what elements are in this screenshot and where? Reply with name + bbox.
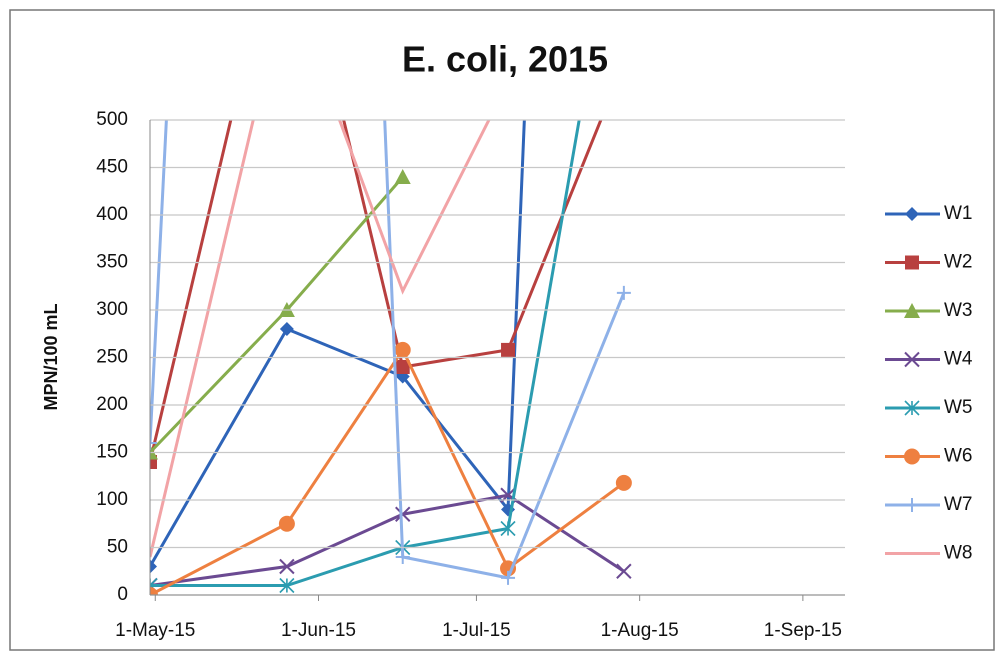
marker: [501, 342, 516, 357]
legend-label: W1: [944, 203, 973, 224]
marker: [150, 436, 157, 450]
plot-area: [150, 120, 632, 595]
y-tick-label: 250: [96, 347, 128, 368]
legend-label: W2: [944, 252, 973, 273]
marker: [500, 520, 516, 537]
y-tick-label: 200: [96, 394, 128, 415]
marker: [395, 550, 410, 564]
marker: [279, 322, 294, 336]
x-tick-label: 1-Jun-15: [281, 620, 356, 641]
marker: [150, 559, 157, 574]
marker: [394, 169, 411, 184]
y-tick-label: 350: [96, 252, 128, 273]
y-tick-label: 0: [117, 584, 128, 605]
x-tick-label: 1-Aug-15: [601, 620, 679, 641]
series-line: [150, 120, 491, 558]
marker: [150, 587, 158, 595]
y-tick-label: 450: [96, 157, 128, 178]
legend-label: W6: [944, 446, 973, 467]
marker: [394, 341, 411, 358]
marker: [279, 558, 295, 575]
legend-marker: [904, 400, 920, 416]
legend-label: W4: [944, 349, 973, 370]
marker: [279, 577, 295, 594]
marker: [501, 570, 516, 585]
legend-label: W5: [944, 397, 973, 418]
marker: [395, 360, 410, 374]
y-tick-label: 300: [96, 299, 128, 320]
chart-title: E. coli, 2015: [402, 39, 608, 80]
marker: [616, 285, 631, 300]
legend-marker: [904, 351, 920, 368]
x-tick-label: 1-Jul-15: [442, 620, 511, 641]
x-tick-label: 1-Sep-15: [764, 620, 842, 641]
legend-marker: [904, 448, 920, 465]
legend-label: W7: [944, 494, 973, 515]
y-tick-label: 100: [96, 489, 128, 510]
legend-marker: [905, 255, 919, 270]
marker: [395, 506, 411, 522]
marker: [150, 455, 157, 469]
chart-border: [9, 9, 995, 651]
marker: [278, 515, 295, 532]
marker: [615, 474, 632, 491]
y-tick-label: 50: [107, 537, 128, 558]
legend-marker: [905, 207, 919, 221]
y-axis-label: MPN/100 mL: [41, 303, 61, 410]
marker: [616, 563, 632, 579]
legend-label: W3: [944, 300, 973, 321]
y-tick-label: 500: [96, 109, 128, 130]
legend-label: W8: [944, 543, 973, 564]
legend-marker: [905, 498, 919, 512]
legend-marker: [904, 303, 920, 318]
y-tick-label: 150: [96, 442, 128, 463]
x-tick-label: 1-May-15: [115, 620, 195, 641]
y-tick-label: 400: [96, 204, 128, 225]
